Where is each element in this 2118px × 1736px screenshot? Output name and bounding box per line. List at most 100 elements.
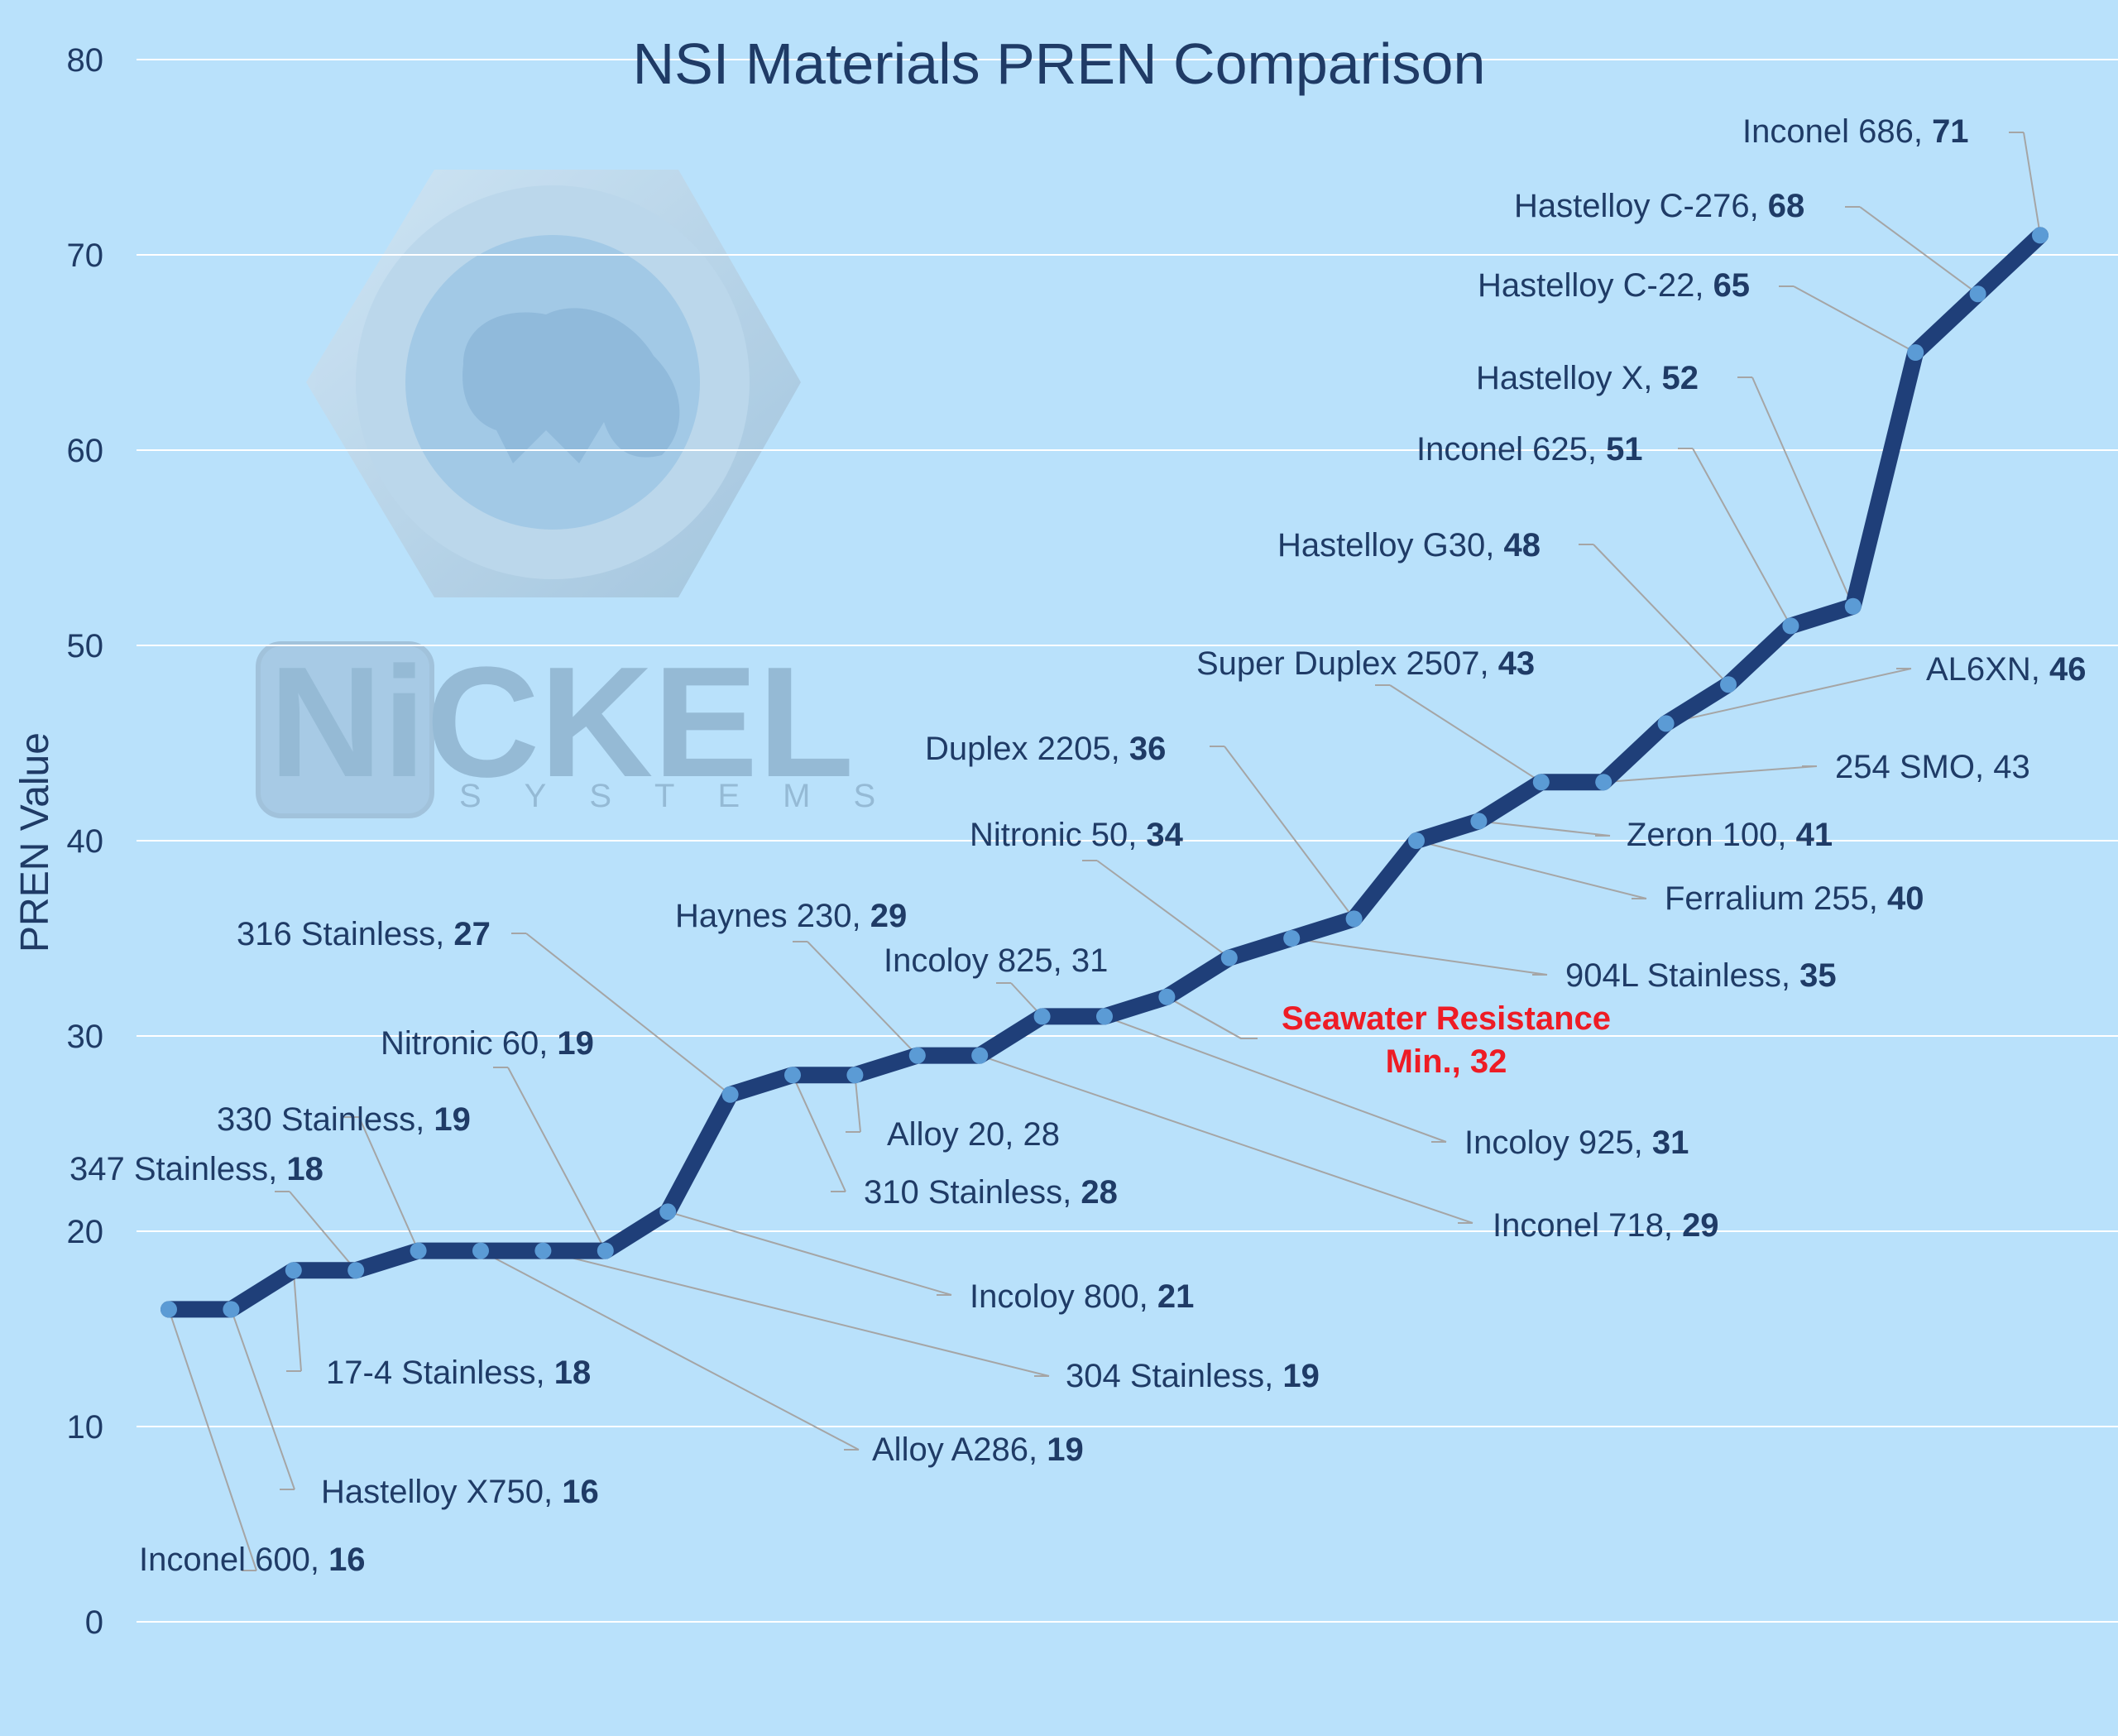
data-label: Inconel 686, 71 xyxy=(1742,113,1969,150)
data-label-name: 316 Stainless, xyxy=(237,916,453,952)
data-label-value: 29 xyxy=(870,898,908,934)
data-label-value: 52 xyxy=(1662,360,1699,396)
data-label: Inconel 625, 51 xyxy=(1416,431,1643,468)
data-label-name: 330 Stainless, xyxy=(217,1101,434,1138)
data-label-value: 29 xyxy=(1682,1207,1719,1244)
data-label: Haynes 230, 29 xyxy=(675,898,907,934)
data-label-value: 40 xyxy=(1887,880,1924,917)
leader-line xyxy=(854,1075,861,1133)
data-point xyxy=(908,1047,926,1064)
data-label-name: Hastelloy G30, xyxy=(1277,527,1503,563)
data-label-name: 254 SMO, xyxy=(1835,749,1993,785)
chart-title: NSI Materials PREN Comparison xyxy=(633,31,1486,96)
data-point xyxy=(1595,774,1612,791)
data-label-name: 310 Stainless, xyxy=(864,1174,1081,1211)
data-label: Incoloy 800, 21 xyxy=(970,1278,1194,1315)
leader-line xyxy=(1751,376,1854,607)
logo-badge-icon xyxy=(256,641,434,818)
leader-line xyxy=(1389,684,1542,784)
data-label-value: 19 xyxy=(434,1101,471,1138)
data-label: 304 Stainless, 19 xyxy=(1066,1358,1320,1394)
data-label: Inconel 718, 29 xyxy=(1493,1207,1719,1244)
y-tick-label: 30 xyxy=(67,1019,104,1055)
data-label-value: 48 xyxy=(1503,527,1541,563)
series-markers xyxy=(161,227,2049,1318)
annotation-leader xyxy=(1166,995,1258,1039)
data-point xyxy=(1408,832,1425,849)
data-label-name: Hastelloy X, xyxy=(1476,360,1662,396)
data-label-value: 35 xyxy=(1799,957,1837,994)
data-label-name: Inconel 718, xyxy=(1493,1207,1682,1244)
data-point xyxy=(1158,988,1176,1005)
leader-line xyxy=(1104,1015,1447,1143)
seawater-annotation: Seawater Resistance Min., 32 xyxy=(1282,1000,1611,1080)
data-labels: Inconel 600, 16 Hastelloy X750, 16 17-4 St… xyxy=(69,113,2086,1578)
data-label: Hastelloy C-22, 65 xyxy=(1478,267,1750,304)
data-point xyxy=(1532,774,1550,791)
data-label: 17-4 Stainless, 18 xyxy=(326,1355,591,1391)
data-label-value: 19 xyxy=(557,1025,594,1062)
data-label-value: 18 xyxy=(286,1151,323,1187)
leader-line xyxy=(1416,840,1647,899)
leader-line xyxy=(1096,860,1230,959)
data-point xyxy=(971,1047,989,1064)
data-point xyxy=(347,1262,365,1279)
data-label-value: 36 xyxy=(1129,731,1167,767)
data-point xyxy=(1782,617,1799,635)
leader-line xyxy=(1603,765,1818,784)
data-label: Alloy A286, 19 xyxy=(872,1431,1084,1468)
data-label: AL6XN, 46 xyxy=(1926,651,2086,688)
y-tick-label: 60 xyxy=(67,433,104,469)
data-label-name: Hastelloy C-276, xyxy=(1514,188,1768,224)
logo-sub: SYSTEMS xyxy=(459,778,918,814)
data-label-name: 304 Stainless, xyxy=(1066,1358,1282,1394)
data-label-value: 19 xyxy=(1047,1431,1084,1468)
leader-line xyxy=(507,1067,606,1252)
data-label-value: 27 xyxy=(453,916,491,952)
data-point xyxy=(1470,813,1488,830)
data-label-value: 41 xyxy=(1796,817,1833,853)
data-label-name: Nitronic 60, xyxy=(381,1025,557,1062)
data-label: Hastelloy G30, 48 xyxy=(1277,527,1541,563)
leader-line xyxy=(979,1054,1473,1224)
data-label-value: 19 xyxy=(1282,1358,1320,1394)
data-point xyxy=(1033,1008,1051,1025)
data-label: Inconel 600, 16 xyxy=(139,1542,366,1578)
data-point xyxy=(1907,344,1924,361)
leader-line xyxy=(1859,206,1979,295)
y-tick-label: 20 xyxy=(67,1214,104,1250)
leader-line xyxy=(525,933,731,1096)
leader-line xyxy=(1692,448,1792,626)
data-point xyxy=(1096,1008,1113,1025)
data-label: Zeron 100, 41 xyxy=(1627,817,1833,853)
leader-line xyxy=(289,1191,357,1271)
data-label-name: Haynes 230, xyxy=(675,898,870,934)
data-point xyxy=(1283,930,1301,947)
data-label-name: 17-4 Stainless, xyxy=(326,1355,554,1391)
data-point xyxy=(597,1242,614,1259)
data-point xyxy=(846,1067,864,1084)
data-label-name: Duplex 2205, xyxy=(925,731,1129,767)
data-label-value: 28 xyxy=(1081,1174,1118,1211)
data-label-value: 51 xyxy=(1606,431,1643,468)
data-point xyxy=(1969,285,1986,303)
data-point xyxy=(784,1067,801,1084)
data-label: 310 Stainless, 28 xyxy=(864,1174,1118,1211)
data-label: Alloy 20, 28 xyxy=(887,1116,1060,1153)
data-label: Hastelloy X750, 16 xyxy=(321,1474,599,1510)
data-point xyxy=(1657,715,1675,732)
data-label: 904L Stainless, 35 xyxy=(1565,957,1837,994)
leader-line xyxy=(807,941,918,1057)
data-label-name: 347 Stainless, xyxy=(69,1151,286,1187)
data-label-value: 18 xyxy=(554,1355,592,1391)
annotation-line-1: Seawater Resistance xyxy=(1282,1000,1611,1037)
data-label-name: Alloy 20, xyxy=(887,1116,1023,1153)
data-label: Nitronic 60, 19 xyxy=(381,1025,594,1062)
data-label-name: Inconel 625, xyxy=(1416,431,1606,468)
logo-bison-icon xyxy=(462,308,680,463)
data-label: 347 Stainless, 18 xyxy=(69,1151,323,1187)
data-label-name: AL6XN, xyxy=(1926,651,2049,688)
data-label-value: 68 xyxy=(1768,188,1805,224)
data-point xyxy=(1844,597,1862,615)
data-label-value: 43 xyxy=(1498,645,1536,682)
